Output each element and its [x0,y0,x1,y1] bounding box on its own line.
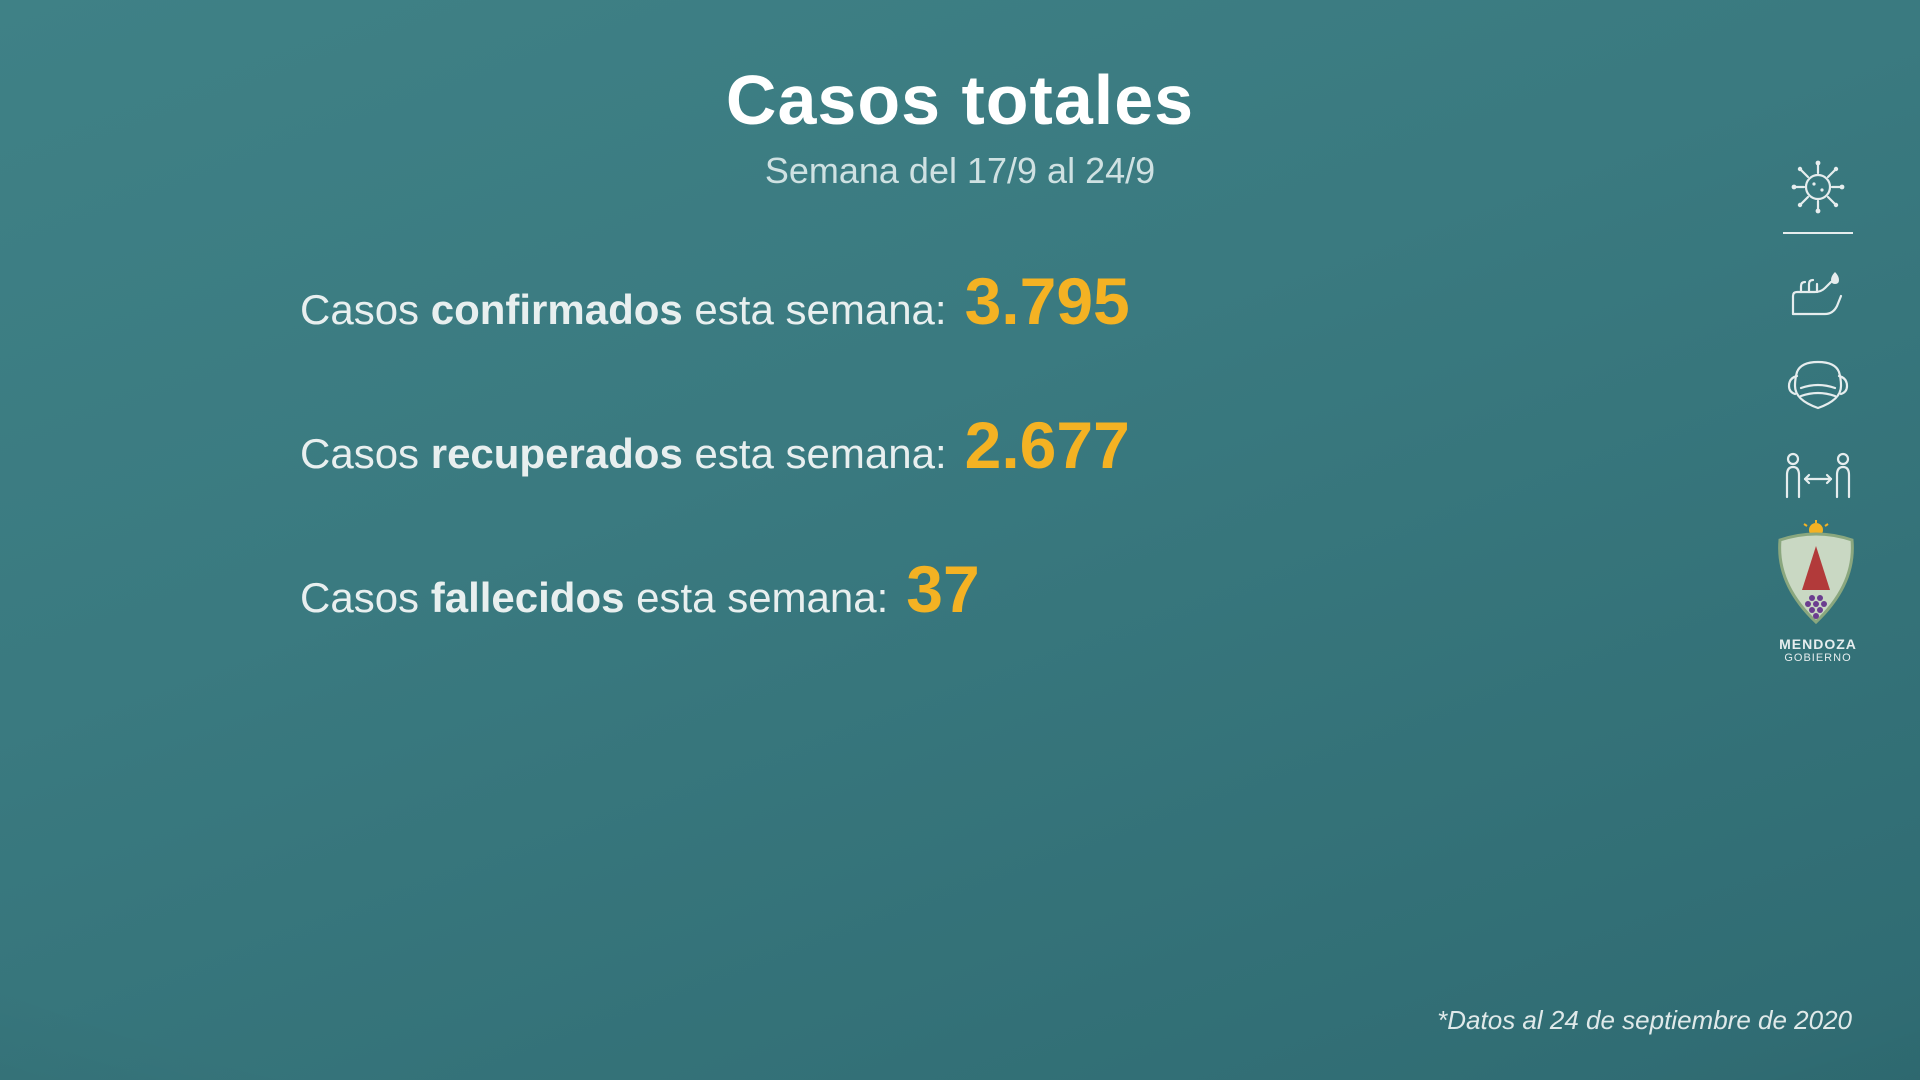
stat-prefix: Casos [300,574,431,621]
stat-row-confirmed: Casos confirmados esta semana: 3.795 [300,268,1620,334]
page-subtitle: Semana del 17/9 al 24/9 [0,150,1920,192]
stats-block: Casos confirmados esta semana: 3.795 Cas… [300,268,1620,700]
stat-label-deceased: Casos fallecidos esta semana: [300,574,888,622]
stat-suffix: esta semana: [683,286,947,333]
stat-label-confirmed: Casos confirmados esta semana: [300,286,947,334]
stat-prefix: Casos [300,286,431,333]
content: Casos totales Semana del 17/9 al 24/9 Ca… [0,0,1920,1080]
stat-value-confirmed: 3.795 [965,268,1130,334]
stat-suffix: esta semana: [683,430,947,477]
page-title: Casos totales [0,60,1920,140]
icon-column [1778,160,1858,502]
stat-value-recovered: 2.677 [965,412,1130,478]
shield-icon [1768,520,1864,630]
icon-divider [1783,232,1853,234]
stat-bold: fallecidos [431,574,625,621]
virus-icon [1783,160,1853,214]
handwash-icon [1783,268,1853,322]
gov-logo: MENDOZA GOBIERNO [1768,520,1868,664]
footnote: *Datos al 24 de septiembre de 2020 [1437,1005,1852,1036]
logo-line2: GOBIERNO [1768,652,1868,664]
logo-line1: MENDOZA [1768,636,1868,652]
stat-row-deceased: Casos fallecidos esta semana: 37 [300,556,1620,622]
stat-bold: recuperados [431,430,683,477]
stat-suffix: esta semana: [624,574,888,621]
mask-icon [1783,358,1853,412]
stat-prefix: Casos [300,430,431,477]
stat-bold: confirmados [431,286,683,333]
stat-label-recovered: Casos recuperados esta semana: [300,430,947,478]
stat-value-deceased: 37 [906,556,979,622]
stat-row-recovered: Casos recuperados esta semana: 2.677 [300,412,1620,478]
distance-icon [1783,448,1853,502]
